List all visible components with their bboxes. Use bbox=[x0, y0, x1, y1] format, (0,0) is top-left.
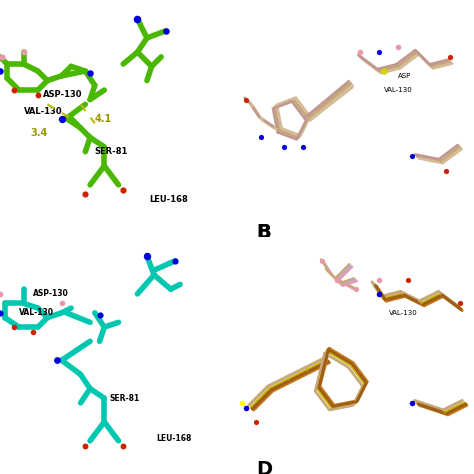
Text: B: B bbox=[256, 223, 271, 242]
Text: SER-81: SER-81 bbox=[109, 394, 139, 402]
Point bbox=[252, 418, 260, 426]
Point bbox=[319, 257, 326, 264]
Point bbox=[58, 115, 65, 122]
Point bbox=[375, 48, 383, 56]
Point bbox=[380, 67, 388, 75]
Text: ASP-130: ASP-130 bbox=[33, 290, 69, 298]
Point bbox=[404, 276, 411, 283]
Point bbox=[134, 15, 141, 23]
Point bbox=[10, 86, 18, 94]
Point bbox=[394, 44, 402, 51]
Point bbox=[0, 309, 4, 317]
Point bbox=[281, 143, 288, 151]
Point bbox=[375, 276, 383, 283]
Point bbox=[58, 300, 65, 307]
Point bbox=[82, 442, 89, 449]
Point bbox=[257, 134, 264, 141]
Point bbox=[333, 276, 340, 283]
Point bbox=[356, 48, 364, 56]
Text: B: B bbox=[256, 223, 271, 242]
Text: LEU-168: LEU-168 bbox=[149, 195, 188, 203]
Point bbox=[53, 356, 61, 364]
Point bbox=[456, 300, 464, 307]
Point bbox=[172, 257, 179, 264]
Point bbox=[352, 285, 359, 293]
Point bbox=[0, 290, 4, 298]
Text: LEU-168: LEU-168 bbox=[156, 434, 192, 443]
Point bbox=[10, 323, 18, 331]
Point bbox=[143, 252, 151, 260]
Point bbox=[243, 404, 250, 411]
Point bbox=[86, 70, 94, 77]
Point bbox=[375, 290, 383, 298]
Text: 3.4: 3.4 bbox=[31, 128, 48, 138]
Text: SER-81: SER-81 bbox=[95, 147, 128, 156]
Point bbox=[442, 167, 449, 174]
Point bbox=[300, 143, 307, 151]
Point bbox=[238, 399, 246, 407]
Text: VAL-130: VAL-130 bbox=[389, 310, 418, 316]
Point bbox=[0, 67, 4, 75]
Point bbox=[29, 328, 37, 336]
Text: ASP-130: ASP-130 bbox=[43, 91, 82, 99]
Point bbox=[0, 53, 6, 61]
Text: VAL-130: VAL-130 bbox=[19, 309, 54, 317]
Point bbox=[447, 53, 454, 61]
Point bbox=[82, 191, 89, 198]
Point bbox=[409, 399, 416, 407]
Point bbox=[20, 48, 27, 56]
Point bbox=[243, 96, 250, 103]
Point bbox=[162, 27, 170, 35]
Point bbox=[119, 442, 127, 449]
Point bbox=[409, 153, 416, 160]
Point bbox=[34, 91, 42, 99]
Point bbox=[119, 186, 127, 193]
Text: VAL-130: VAL-130 bbox=[384, 87, 413, 93]
Point bbox=[96, 311, 103, 319]
Text: D: D bbox=[256, 460, 272, 474]
Text: 4.1: 4.1 bbox=[95, 113, 112, 124]
Text: VAL-130: VAL-130 bbox=[24, 107, 62, 116]
Text: ASP: ASP bbox=[398, 73, 411, 79]
